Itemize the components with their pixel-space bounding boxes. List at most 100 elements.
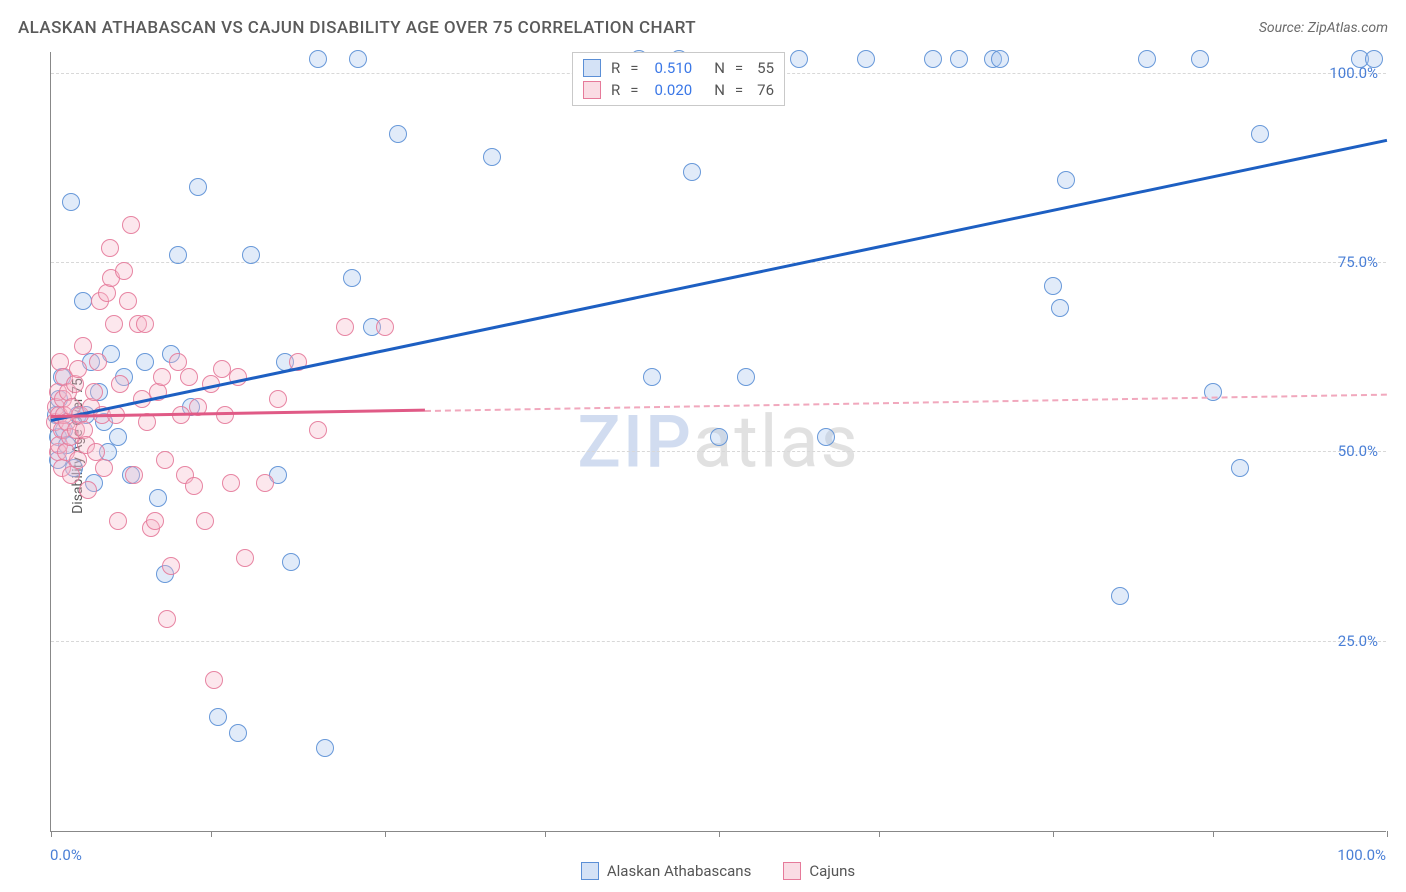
scatter-point-alaskan — [349, 50, 367, 68]
x-tick-mark — [1213, 831, 1214, 837]
scatter-point-cajun — [95, 459, 113, 477]
x-tick-mark — [51, 831, 52, 837]
scatter-point-alaskan — [790, 50, 808, 68]
scatter-point-cajun — [89, 353, 107, 371]
scatter-point-cajun — [162, 557, 180, 575]
scatter-point-cajun — [196, 512, 214, 530]
x-tick-mark — [545, 831, 546, 837]
scatter-point-cajun — [256, 474, 274, 492]
y-tick-label: 75.0% — [1338, 253, 1378, 271]
scatter-point-alaskan — [1051, 299, 1069, 317]
scatter-point-alaskan — [149, 489, 167, 507]
scatter-point-alaskan — [950, 50, 968, 68]
scatter-point-cajun — [185, 477, 203, 495]
scatter-point-alaskan — [1251, 125, 1269, 143]
y-tick-label: 25.0% — [1338, 632, 1378, 650]
scatter-point-alaskan — [991, 50, 1009, 68]
scatter-point-cajun — [105, 315, 123, 333]
source-label: Source: ZipAtlas.com — [1259, 20, 1388, 36]
scatter-point-cajun — [336, 318, 354, 336]
trend-line — [425, 394, 1387, 412]
legend-swatch — [783, 862, 801, 880]
scatter-point-alaskan — [389, 125, 407, 143]
scatter-point-cajun — [66, 375, 84, 393]
scatter-point-cajun — [85, 383, 103, 401]
scatter-point-alaskan — [1044, 277, 1062, 295]
legend-item-alaskan: Alaskan Athabascans — [581, 862, 751, 880]
scatter-point-cajun — [74, 337, 92, 355]
stats-box: R=0.510N=55R=0.020N=76 — [572, 52, 785, 106]
scatter-point-alaskan — [1111, 587, 1129, 605]
x-tick-mark — [879, 831, 880, 837]
scatter-point-alaskan — [189, 178, 207, 196]
scatter-point-alaskan — [282, 553, 300, 571]
scatter-point-cajun — [101, 239, 119, 257]
legend-swatch — [583, 81, 601, 99]
chart-container: ALASKAN ATHABASCAN VS CAJUN DISABILITY A… — [0, 0, 1406, 892]
chart-title: ALASKAN ATHABASCAN VS CAJUN DISABILITY A… — [18, 18, 696, 38]
x-tick-mark — [1387, 831, 1388, 837]
scatter-point-cajun — [376, 318, 394, 336]
scatter-point-alaskan — [737, 368, 755, 386]
title-row: ALASKAN ATHABASCAN VS CAJUN DISABILITY A… — [18, 18, 1388, 38]
scatter-point-cajun — [109, 512, 127, 530]
scatter-point-cajun — [69, 360, 87, 378]
scatter-point-alaskan — [1057, 171, 1075, 189]
scatter-point-alaskan — [643, 368, 661, 386]
scatter-point-alaskan — [483, 148, 501, 166]
stat-n-label: N — [714, 81, 725, 99]
scatter-point-cajun — [153, 368, 171, 386]
bottom-legend: Alaskan Athabascans Cajuns — [50, 862, 1386, 880]
scatter-point-cajun — [205, 671, 223, 689]
scatter-point-alaskan — [209, 708, 227, 726]
y-tick-label: 50.0% — [1338, 442, 1378, 460]
scatter-point-alaskan — [229, 724, 247, 742]
scatter-point-cajun — [158, 610, 176, 628]
stat-n-label: N — [714, 59, 725, 77]
scatter-point-alaskan — [242, 246, 260, 264]
scatter-point-cajun — [146, 512, 164, 530]
scatter-point-cajun — [122, 216, 140, 234]
scatter-point-alaskan — [169, 246, 187, 264]
legend-item-cajun: Cajuns — [783, 862, 855, 880]
stat-r-label: R — [611, 81, 620, 99]
scatter-point-alaskan — [1365, 50, 1383, 68]
x-tick-mark — [1053, 831, 1054, 837]
scatter-point-alaskan — [1231, 459, 1249, 477]
x-tick-mark — [211, 831, 212, 837]
scatter-point-cajun — [156, 451, 174, 469]
trend-line — [51, 139, 1388, 422]
legend-swatch — [583, 59, 601, 77]
scatter-point-cajun — [136, 315, 154, 333]
stat-n-value: 55 — [757, 59, 774, 77]
scatter-point-alaskan — [710, 428, 728, 446]
gridline — [51, 641, 1386, 642]
scatter-point-alaskan — [343, 269, 361, 287]
gridline — [51, 451, 1386, 452]
legend-label: Alaskan Athabascans — [607, 862, 751, 880]
stat-r-value: 0.510 — [655, 59, 693, 77]
scatter-point-alaskan — [1191, 50, 1209, 68]
scatter-point-cajun — [115, 262, 133, 280]
stats-row-cajun: R=0.020N=76 — [583, 79, 774, 101]
legend-swatch — [581, 862, 599, 880]
scatter-point-alaskan — [74, 292, 92, 310]
scatter-point-alaskan — [62, 193, 80, 211]
scatter-point-cajun — [119, 292, 137, 310]
scatter-point-alaskan — [817, 428, 835, 446]
plot-area: ZIPatlas 25.0%50.0%75.0%100.0%R=0.510N=5… — [50, 52, 1386, 832]
scatter-point-cajun — [79, 481, 97, 499]
scatter-point-alaskan — [109, 428, 127, 446]
scatter-point-cajun — [309, 421, 327, 439]
stat-n-value: 76 — [757, 81, 774, 99]
scatter-point-alaskan — [1138, 50, 1156, 68]
scatter-point-cajun — [125, 466, 143, 484]
scatter-point-cajun — [222, 474, 240, 492]
scatter-point-cajun — [269, 390, 287, 408]
stat-r-label: R — [611, 59, 620, 77]
scatter-point-alaskan — [309, 50, 327, 68]
scatter-point-alaskan — [136, 353, 154, 371]
scatter-point-cajun — [236, 549, 254, 567]
scatter-point-alaskan — [857, 50, 875, 68]
scatter-point-alaskan — [316, 739, 334, 757]
